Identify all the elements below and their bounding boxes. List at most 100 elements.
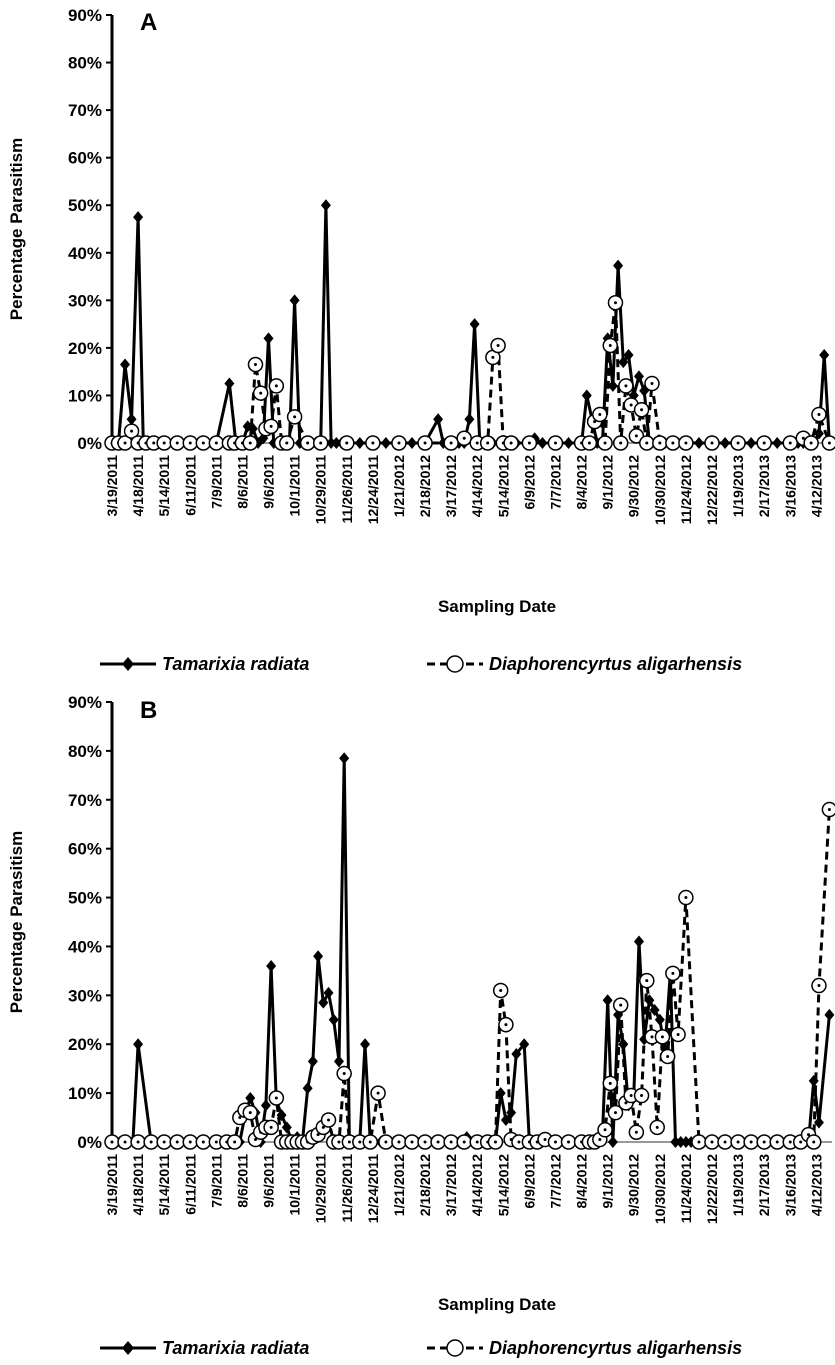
marker-dot <box>603 441 607 445</box>
series-line <box>112 809 831 1144</box>
data-point <box>813 427 824 440</box>
marker-dot <box>587 441 591 445</box>
x-tick-label: 4/14/2012 <box>469 1154 485 1216</box>
data-point <box>433 413 444 426</box>
x-tick-label: 4/18/2011 <box>130 1154 146 1216</box>
marker-dot <box>110 1140 114 1144</box>
x-tick-label: 4/14/2012 <box>469 455 485 517</box>
data-point <box>581 389 592 402</box>
marker-dot <box>201 441 205 445</box>
marker-dot <box>655 1125 659 1129</box>
x-axis-label: Sampling Date <box>438 597 556 616</box>
marker-dot <box>376 1091 380 1095</box>
marker-dot <box>201 1140 205 1144</box>
data-point <box>224 377 235 390</box>
marker-dot <box>175 441 179 445</box>
x-tick-label: 6/11/2011 <box>182 1154 198 1215</box>
y-tick-label: 90% <box>68 6 102 25</box>
x-tick-label: 3/16/2013 <box>782 455 798 517</box>
marker-dot <box>608 344 612 348</box>
x-tick-label: 12/22/2012 <box>704 455 720 525</box>
marker-dot <box>462 1140 466 1144</box>
y-tick-label: 80% <box>68 54 102 73</box>
marker-dot <box>509 441 513 445</box>
marker-dot <box>629 403 633 407</box>
x-tick-label: 1/21/2012 <box>391 455 407 517</box>
marker-dot <box>658 441 662 445</box>
y-tick-label: 30% <box>68 986 102 1005</box>
marker-dot <box>449 441 453 445</box>
data-point <box>680 1136 691 1148</box>
data-point <box>500 1114 511 1126</box>
marker-dot <box>553 1140 557 1144</box>
marker-dot <box>624 1101 628 1105</box>
data-point <box>537 437 548 449</box>
marker-dot <box>723 1140 727 1144</box>
marker-dot <box>493 1140 497 1144</box>
x-tick-label: 3/19/2011 <box>104 1154 120 1216</box>
y-tick-label: 50% <box>68 196 102 215</box>
x-tick-label: 9/6/2011 <box>261 455 277 509</box>
x-tick-label: 9/30/2012 <box>626 1154 642 1216</box>
legend-label: Tamarixia radiata <box>162 654 309 674</box>
marker-dot <box>316 1133 320 1137</box>
x-tick-label: 8/6/2011 <box>234 455 250 509</box>
x-tick-label: 4/12/2013 <box>808 1154 824 1216</box>
marker-dot <box>327 1118 331 1122</box>
y-tick-label: 70% <box>68 101 102 120</box>
marker-dot <box>285 441 289 445</box>
data-point <box>120 358 131 371</box>
marker-dot <box>384 1140 388 1144</box>
data-point <box>563 437 574 449</box>
marker-dot <box>527 441 531 445</box>
legend-marker <box>122 1341 134 1355</box>
marker-dot <box>423 1140 427 1144</box>
marker-dot <box>650 382 654 386</box>
x-tick-label: 3/17/2012 <box>443 455 459 517</box>
chart-panel-b: 0% 10% 20% 30% 40% 50% 60% 70% 80% 90% 3/19/2011 4/… <box>7 693 835 1358</box>
marker-dot <box>274 1096 278 1100</box>
x-tick-label: 6/11/2011 <box>182 455 198 516</box>
x-tick-label: 12/24/2011 <box>365 1154 381 1224</box>
marker-dot <box>397 1140 401 1144</box>
marker-dot <box>175 1140 179 1144</box>
x-tick-label: 7/7/2012 <box>547 1154 563 1209</box>
legend-marker <box>446 655 464 673</box>
x-tick-label: 9/30/2012 <box>626 455 642 517</box>
marker-dot <box>423 441 427 445</box>
marker-dot <box>214 441 218 445</box>
marker-dot <box>736 1140 740 1144</box>
data-point <box>307 1055 318 1068</box>
x-tick-label: 8/4/2012 <box>574 455 590 510</box>
marker-dot <box>762 1140 766 1144</box>
data-point <box>824 1008 835 1021</box>
x-tick-label: 7/9/2011 <box>208 1154 224 1208</box>
marker-dot <box>306 441 310 445</box>
marker-dot <box>321 1125 325 1129</box>
marker-dot <box>553 441 557 445</box>
y-tick-label: 60% <box>68 840 102 859</box>
legend-marker <box>446 1339 464 1357</box>
marker-dot <box>567 1140 571 1144</box>
marker-dot <box>676 1032 680 1036</box>
x-tick-label: 10/29/2011 <box>313 1154 329 1224</box>
x-tick-label: 9/6/2011 <box>261 1154 277 1208</box>
marker-dot <box>807 1133 811 1137</box>
marker-dot <box>710 441 714 445</box>
marker-dot <box>629 1094 633 1098</box>
data-point <box>623 349 634 362</box>
marker-dot <box>809 441 813 445</box>
data-point <box>133 1038 144 1051</box>
marker-dot <box>342 1072 346 1076</box>
x-tick-label: 1/19/2013 <box>730 1154 746 1216</box>
marker-dot <box>660 1035 664 1039</box>
marker-dot <box>238 1116 242 1120</box>
marker-dot <box>613 301 617 305</box>
x-tick-label: 3/16/2013 <box>782 1154 798 1216</box>
marker-dot <box>593 420 597 424</box>
legend-marker <box>122 657 134 671</box>
marker-dot <box>130 429 134 433</box>
data-point <box>302 1082 313 1095</box>
y-tick-label: 70% <box>68 791 102 810</box>
